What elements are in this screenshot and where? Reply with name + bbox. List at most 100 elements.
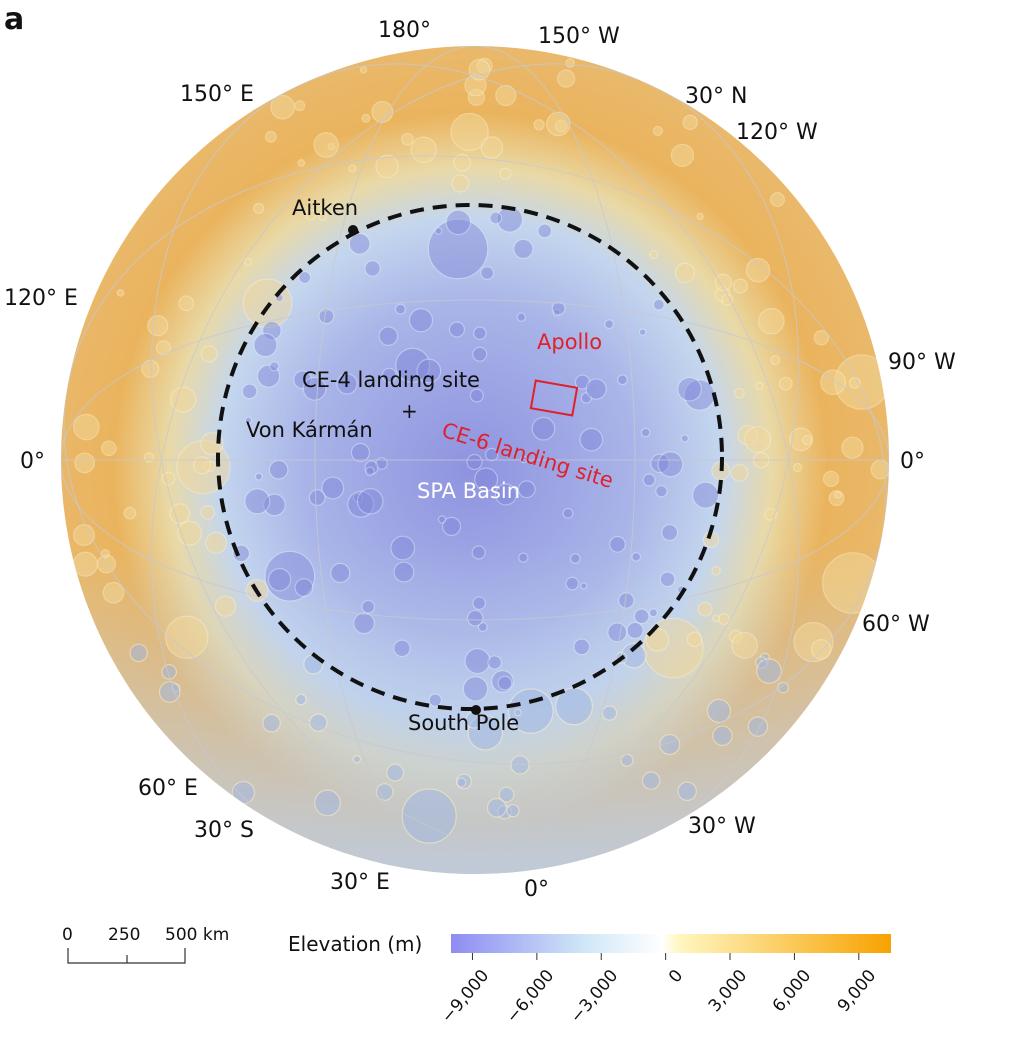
- label-aitken: Aitken: [292, 196, 359, 220]
- crater: [466, 453, 483, 471]
- crater: [516, 312, 527, 322]
- crater: [375, 154, 399, 179]
- crater: [352, 754, 362, 764]
- crater: [267, 567, 292, 592]
- crater: [537, 223, 553, 239]
- crater: [390, 535, 416, 561]
- crater: [294, 578, 314, 598]
- south-pole-marker: [471, 705, 481, 715]
- crater: [706, 698, 732, 724]
- crater: [193, 456, 212, 475]
- crater: [494, 483, 517, 506]
- crater: [747, 716, 769, 737]
- crater: [650, 453, 670, 474]
- crater: [732, 278, 749, 294]
- crater: [531, 416, 556, 441]
- scale-bar: [67, 948, 186, 964]
- crater: [141, 359, 160, 378]
- label-0-left: 0°: [20, 449, 45, 474]
- crater: [513, 708, 522, 717]
- crater: [313, 132, 339, 158]
- crater: [477, 621, 488, 633]
- crater: [714, 273, 733, 292]
- crater: [364, 460, 379, 475]
- crater: [551, 301, 566, 316]
- crater: [427, 218, 489, 280]
- crater: [565, 58, 575, 68]
- label-120w: 120° W: [736, 120, 818, 145]
- crater: [499, 167, 512, 180]
- crater: [661, 523, 679, 542]
- label-apollo: Apollo: [537, 330, 603, 354]
- crater: [557, 69, 576, 88]
- crater: [793, 462, 803, 473]
- crater: [579, 427, 604, 452]
- crater: [205, 531, 228, 554]
- crater: [497, 675, 513, 691]
- crater: [378, 326, 399, 346]
- crater: [631, 551, 642, 562]
- crater: [471, 545, 486, 560]
- crater: [352, 492, 363, 503]
- crater: [445, 209, 472, 236]
- crater: [733, 387, 745, 399]
- crater: [170, 386, 197, 413]
- crater: [200, 345, 218, 363]
- crater: [348, 232, 371, 255]
- crater: [649, 250, 659, 259]
- crater: [491, 669, 515, 693]
- crater: [822, 552, 884, 614]
- crater: [297, 159, 306, 167]
- crater: [450, 112, 489, 152]
- crater: [394, 303, 406, 315]
- crater: [74, 452, 96, 474]
- crater: [73, 524, 95, 547]
- crater: [641, 771, 661, 790]
- crater: [395, 347, 431, 383]
- crater: [513, 238, 534, 260]
- label-30n: 30° N: [685, 84, 748, 109]
- crater: [364, 260, 381, 277]
- crater: [456, 777, 467, 788]
- crater: [305, 209, 317, 221]
- crater: [256, 364, 281, 388]
- panel-label: a: [4, 2, 25, 37]
- crater: [580, 582, 588, 590]
- crater: [697, 601, 713, 617]
- crater: [777, 681, 790, 694]
- label-von-karman: Von Kármán: [246, 418, 373, 442]
- label-30w: 30° W: [688, 814, 756, 839]
- crater: [393, 639, 411, 658]
- crater: [462, 676, 489, 702]
- crater: [393, 561, 415, 583]
- crater: [480, 136, 504, 159]
- colorbar-title: Elevation (m): [288, 932, 423, 956]
- crater: [778, 376, 793, 391]
- crater: [268, 459, 289, 480]
- ce4-marker-plus: +: [401, 399, 418, 423]
- crater: [640, 427, 651, 438]
- crater: [721, 293, 734, 306]
- label-180: 180°: [378, 18, 431, 43]
- crater: [356, 487, 384, 515]
- crater: [375, 457, 388, 470]
- crater: [451, 174, 470, 193]
- crater: [317, 211, 327, 221]
- crater: [633, 608, 650, 625]
- crater: [691, 481, 720, 509]
- crater: [73, 551, 98, 577]
- crater: [410, 136, 437, 163]
- crater: [253, 202, 265, 214]
- label-30s: 30° S: [194, 818, 254, 843]
- crater: [731, 631, 759, 659]
- crater: [116, 289, 125, 297]
- crater: [123, 506, 137, 520]
- crater: [270, 94, 295, 120]
- crater: [416, 358, 442, 384]
- crater: [552, 308, 561, 317]
- crater: [677, 781, 697, 801]
- crater: [448, 321, 466, 338]
- crater: [659, 571, 676, 588]
- crater: [718, 613, 731, 626]
